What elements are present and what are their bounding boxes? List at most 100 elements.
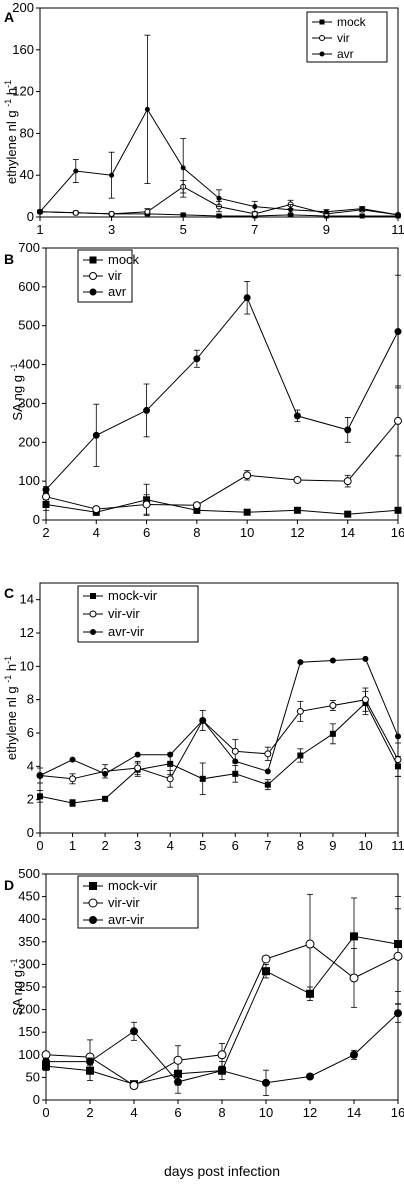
y-tick-label: 40 — [20, 167, 34, 182]
x-tick-label: 0 — [36, 838, 43, 853]
y-tick-label: 450 — [18, 889, 40, 904]
series-avr — [37, 34, 401, 218]
legend-marker — [89, 916, 97, 924]
y-axis-label-superscript: -1 — [3, 656, 13, 664]
data-point — [243, 294, 251, 302]
x-tick-label: 12 — [290, 525, 304, 540]
data-point — [174, 1077, 182, 1086]
data-point — [394, 416, 402, 425]
data-point — [264, 768, 271, 775]
y-axis-label: SA ng g -1 — [9, 363, 25, 420]
data-point — [199, 775, 206, 782]
data-point — [394, 506, 402, 514]
y-tick-label: 4 — [27, 758, 34, 773]
series-mock-vir — [37, 690, 401, 807]
y-tick-label: 200 — [12, 0, 34, 15]
legend-label: mock-vir — [108, 588, 158, 603]
x-tick-label: 8 — [193, 525, 200, 540]
y-axis-label-main: SA ng g — [10, 371, 25, 420]
data-point — [129, 1081, 139, 1091]
y-tick-label: 50 — [26, 1069, 40, 1084]
legend-label: vir-vir — [108, 606, 140, 621]
legend-label: avr-vir — [108, 912, 145, 927]
y-tick-label: 6 — [27, 725, 34, 740]
x-tick-label: 0 — [42, 1105, 49, 1120]
y-tick-label: 0 — [33, 1092, 40, 1107]
data-point — [329, 730, 336, 737]
x-tick-label: 2 — [86, 1105, 93, 1120]
data-point — [264, 781, 271, 788]
data-point — [344, 510, 352, 518]
panel-d: D 0 50 100 150 200 250 300 350 400 450 500 0 2 4 6 8 10 12… — [4, 866, 404, 1179]
x-tick-label: 5 — [180, 222, 187, 237]
x-tick-label: 10 — [259, 1105, 273, 1120]
panel-b: B 0 100 200 300 400 500 600 700 2 4 6 8 10 12 14 16 SA ng… — [4, 240, 404, 540]
x-tick-label: 14 — [340, 525, 354, 540]
data-point — [296, 707, 304, 715]
y-axis-label-superscript: -1 — [3, 675, 13, 683]
data-point — [216, 195, 222, 201]
data-point — [323, 209, 329, 215]
data-point — [42, 486, 50, 494]
legend: mock-vir vir-vir avr-vir — [77, 875, 199, 929]
x-tick-label: 4 — [167, 838, 174, 853]
y-axis-label-superscript: -1 — [9, 958, 19, 966]
data-point — [69, 756, 76, 763]
legend-marker — [89, 256, 97, 264]
legend-marker — [89, 272, 97, 280]
data-point — [361, 696, 369, 704]
x-tick-label: 6 — [232, 838, 239, 853]
data-point — [261, 954, 271, 964]
legend-label: mock — [337, 15, 367, 29]
legend-label: mock — [108, 252, 140, 267]
y-tick-label: 120 — [12, 84, 34, 99]
data-point — [306, 1072, 314, 1081]
data-point — [92, 505, 101, 514]
data-point — [350, 932, 358, 941]
x-tick-label: 11 — [391, 222, 404, 237]
data-point — [37, 772, 43, 779]
data-point — [344, 426, 352, 434]
x-tick-label: 10 — [358, 838, 372, 853]
series-avr-vir — [37, 655, 401, 779]
y-axis-label-main: ethylene nl g — [4, 683, 19, 760]
x-tick-label: 1 — [36, 222, 43, 237]
y-tick-label: 300 — [18, 956, 40, 971]
data-point — [394, 328, 402, 336]
data-point — [69, 775, 77, 783]
series-line — [45, 296, 399, 491]
y-axis-label: SA ng g -1 — [9, 958, 25, 1015]
data-point — [359, 213, 365, 219]
y-tick-label: 100 — [18, 473, 40, 488]
x-tick-label: 4 — [130, 1105, 137, 1120]
data-point — [144, 106, 150, 112]
y-tick-label: 0 — [27, 825, 34, 840]
data-point — [393, 951, 403, 961]
y-axis-label: ethylene nl g -1 h-1 — [3, 80, 19, 184]
y-tick-label: 0 — [33, 512, 40, 527]
data-point — [288, 207, 294, 213]
data-point — [232, 758, 239, 765]
data-point — [143, 406, 151, 414]
data-point — [349, 973, 359, 983]
panel-letter: B — [4, 251, 14, 267]
data-point — [297, 659, 304, 666]
y-tick-label: 0 — [27, 209, 34, 224]
data-point — [109, 172, 115, 178]
x-tick-label: 12 — [303, 1105, 317, 1120]
legend-marker — [90, 593, 96, 599]
data-point — [69, 800, 76, 806]
legend: mock-vir vir-vir avr-vir — [77, 585, 199, 643]
data-point — [305, 939, 315, 949]
x-tick-label: 11 — [391, 838, 404, 853]
legend-marker — [89, 610, 97, 618]
legend-marker — [90, 629, 96, 635]
data-point — [329, 657, 336, 664]
data-point — [252, 204, 258, 210]
data-point — [42, 1062, 50, 1071]
x-tick-label: 14 — [347, 1105, 361, 1120]
x-tick-label: 3 — [108, 222, 115, 237]
series-vir-vir — [41, 893, 403, 1091]
